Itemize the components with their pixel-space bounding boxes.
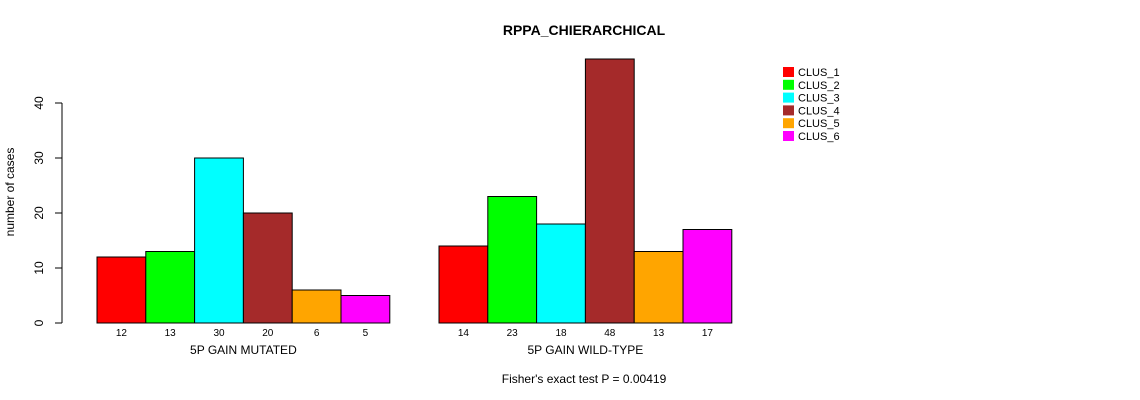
bar-clus-2 — [487, 196, 538, 324]
legend-swatch — [783, 92, 794, 103]
y-tick-label: 0 — [32, 319, 46, 326]
bar-count-label: 13 — [165, 328, 177, 339]
bar-count-label: 12 — [116, 328, 128, 339]
legend-swatch — [783, 131, 794, 141]
bar-count-label: 5 — [363, 328, 369, 339]
bar-clus-3 — [536, 223, 586, 324]
y-tick-label: 40 — [32, 96, 46, 110]
legend-swatch — [783, 79, 794, 90]
chart-title: RPPA_CHIERARCHICAL — [503, 22, 666, 38]
y-tick-label: 10 — [32, 261, 46, 275]
bar-clus-1 — [438, 245, 489, 324]
bar-count-label: 6 — [314, 328, 320, 339]
fisher-test-note: Fisher's exact test P = 0.00419 — [502, 372, 667, 386]
bar-count-label: 13 — [653, 328, 665, 339]
bar-labels: 12 13 30 20 6 5 14 23 18 48 13 17 — [116, 328, 714, 339]
group-labels: 5P GAIN MUTATED 5P GAIN WILD-TYPE — [190, 343, 643, 357]
bar-count-label: 20 — [262, 328, 274, 339]
bar-count-label: 23 — [507, 328, 519, 339]
legend-swatch — [783, 105, 794, 116]
group-label: 5P GAIN MUTATED — [190, 343, 297, 357]
legend-label: CLUS_4 — [798, 105, 840, 117]
bar-clus-6 — [682, 229, 733, 324]
legend-label: CLUS_5 — [798, 118, 840, 130]
bar-count-label: 48 — [604, 328, 616, 339]
legend-swatch — [783, 67, 794, 77]
bar-clus-2 — [145, 251, 196, 324]
legend-label: CLUS_3 — [798, 93, 840, 105]
bar-clus-4 — [584, 58, 635, 324]
bar-count-label: 17 — [702, 328, 714, 339]
bar-clus-5 — [633, 251, 684, 324]
legend-label: CLUS_2 — [798, 80, 840, 92]
bar-count-label: 14 — [458, 328, 470, 339]
bar-clus-6 — [340, 295, 391, 324]
y-axis-label: number of cases — [3, 148, 17, 237]
y-axis: 0 10 20 30 40 — [32, 96, 63, 326]
bar-count-label: 18 — [555, 328, 567, 339]
legend-label: CLUS_6 — [798, 131, 840, 143]
bar-clus-4 — [242, 212, 293, 324]
bar-clus-3 — [194, 157, 244, 324]
bar-clus-5 — [291, 289, 342, 324]
legend-swatch — [783, 118, 794, 129]
bar-count-label: 30 — [213, 328, 225, 339]
y-tick-label: 20 — [32, 206, 46, 220]
y-tick-label: 30 — [32, 151, 46, 165]
legend-label: CLUS_1 — [798, 67, 840, 79]
bar-clus-1 — [96, 256, 147, 324]
group-label: 5P GAIN WILD-TYPE — [527, 343, 643, 357]
bars — [96, 58, 733, 324]
